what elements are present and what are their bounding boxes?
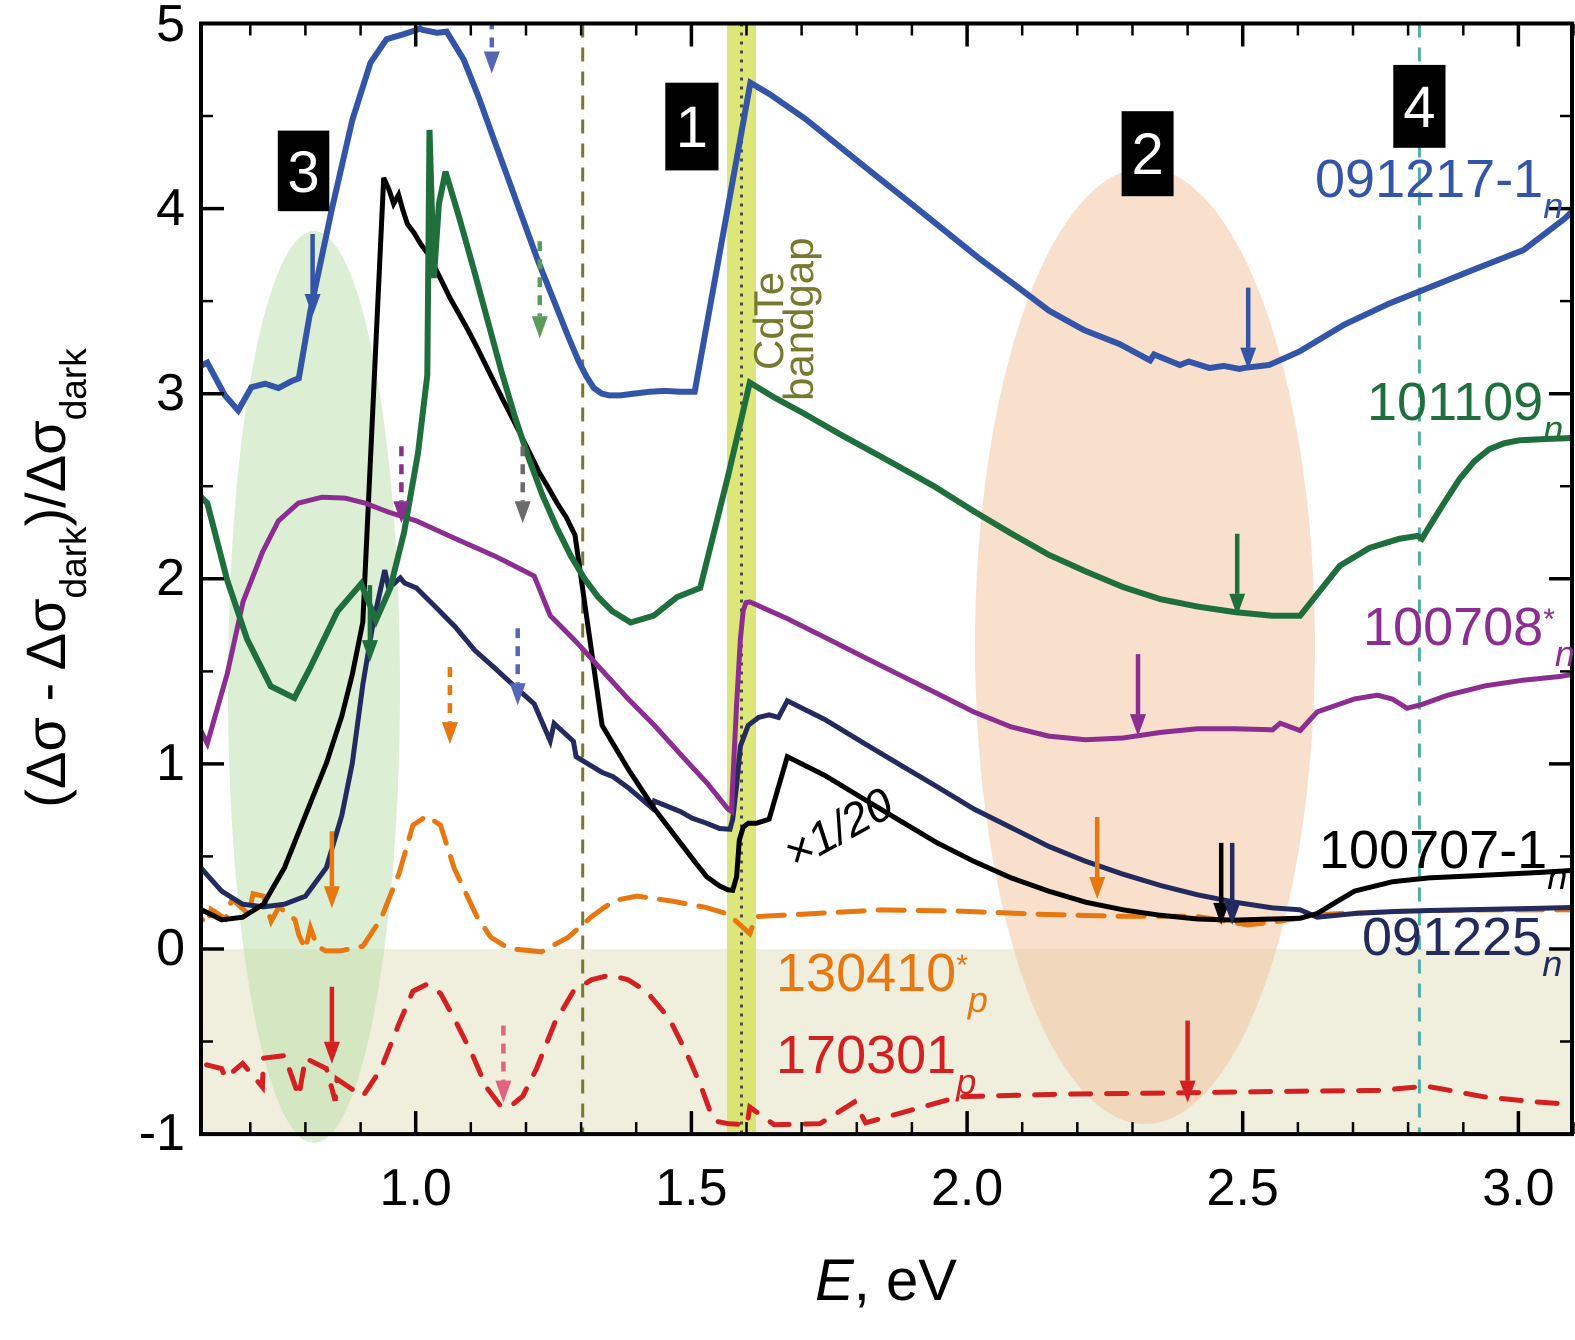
svg-text:5: 5 [156,0,185,53]
svg-text:E, eV: E, eV [815,1248,957,1313]
svg-text:2: 2 [1131,122,1163,187]
svg-text:1: 1 [156,734,185,792]
svg-text:1.5: 1.5 [655,1159,727,1217]
svg-text:1.0: 1.0 [380,1159,452,1217]
svg-text:1: 1 [676,95,708,160]
svg-text:4: 4 [156,179,185,237]
svg-text:2.0: 2.0 [931,1159,1003,1217]
svg-text:-1: -1 [139,1104,185,1162]
svg-text:3: 3 [156,364,185,422]
svg-text:4: 4 [1403,75,1435,140]
svg-text:2.5: 2.5 [1207,1159,1279,1217]
svg-text:3: 3 [287,140,319,205]
svg-text:2: 2 [156,549,185,607]
svg-text:0: 0 [156,919,185,977]
svg-text:bandgap: bandgap [775,237,822,401]
svg-text:3.0: 3.0 [1482,1159,1554,1217]
